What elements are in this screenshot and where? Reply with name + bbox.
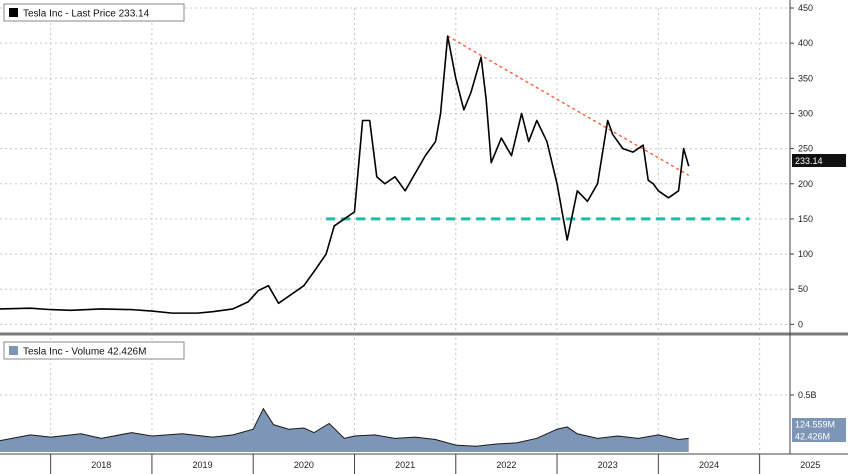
volume-area (0, 408, 689, 452)
price-y-tick-label-0: 0 (798, 319, 803, 329)
volume-avg-badge-label: 124.559M (795, 420, 835, 430)
price-legend-label: Tesla Inc - Last Price 233.14 (23, 9, 150, 20)
price-y-tick-label-3: 150 (798, 214, 813, 224)
price-y-tick-label-9: 450 (798, 3, 813, 13)
x-tick-label-4: 2022 (496, 460, 516, 470)
price-series (0, 35, 690, 314)
volume-legend-label: Tesla Inc - Volume 42.426M (23, 347, 146, 358)
trend-group (447, 35, 690, 176)
x-axis: 2018 2019 2020 2021 2022 2023 2024 2025 (91, 460, 820, 470)
volume-legend-box (3, 341, 185, 360)
price-legend-swatch (9, 8, 18, 17)
volume-last-badge-label: 42.426M (795, 432, 830, 442)
x-tick-label-6: 2024 (699, 460, 719, 470)
price-y-tick-label-8: 400 (798, 38, 813, 48)
price-y-tick-label-4: 200 (798, 179, 813, 189)
x-tick-label-7: 2025 (800, 460, 820, 470)
price-y-tick-label-5: 250 (798, 144, 813, 154)
x-tick-label-1: 2019 (193, 460, 213, 470)
volume-y-axis: 0.5B (790, 390, 817, 400)
x-tick-label-0: 2018 (91, 460, 111, 470)
x-tick-label-2: 2020 (294, 460, 314, 470)
price-line (0, 35, 690, 314)
volume-y-tick-label-0: 0.5B (798, 390, 817, 400)
last-price-badge: 233.14 (792, 154, 846, 167)
volume-legend: Tesla Inc - Volume 42.426M (3, 341, 185, 360)
volume-legend-swatch (9, 346, 18, 355)
trendline (447, 35, 690, 176)
volume-badges: 124.559M 42.426M (792, 418, 846, 442)
price-y-axis: 0 50 100 150 200 250 300 350 400 450 (790, 3, 813, 329)
price-legend-box (3, 3, 185, 22)
price-y-tick-label-7: 350 (798, 73, 813, 83)
price-y-tick-label-6: 300 (798, 108, 813, 118)
volume-series (0, 407, 689, 452)
last-price-badge-label: 233.14 (795, 156, 823, 166)
volume-last-badge-bg (792, 430, 846, 442)
year-grid-lines (50, 8, 761, 474)
x-tick-label-5: 2023 (598, 460, 618, 470)
x-tick-label-3: 2021 (395, 460, 415, 470)
price-y-tick-label-2: 100 (798, 249, 813, 259)
volume-avg-badge-bg (792, 418, 846, 430)
price-legend: Tesla Inc - Last Price 233.14 (3, 3, 185, 22)
last-price-badge-bg (792, 154, 846, 167)
price-y-tick-label-1: 50 (798, 284, 808, 294)
volume-line (0, 407, 689, 447)
